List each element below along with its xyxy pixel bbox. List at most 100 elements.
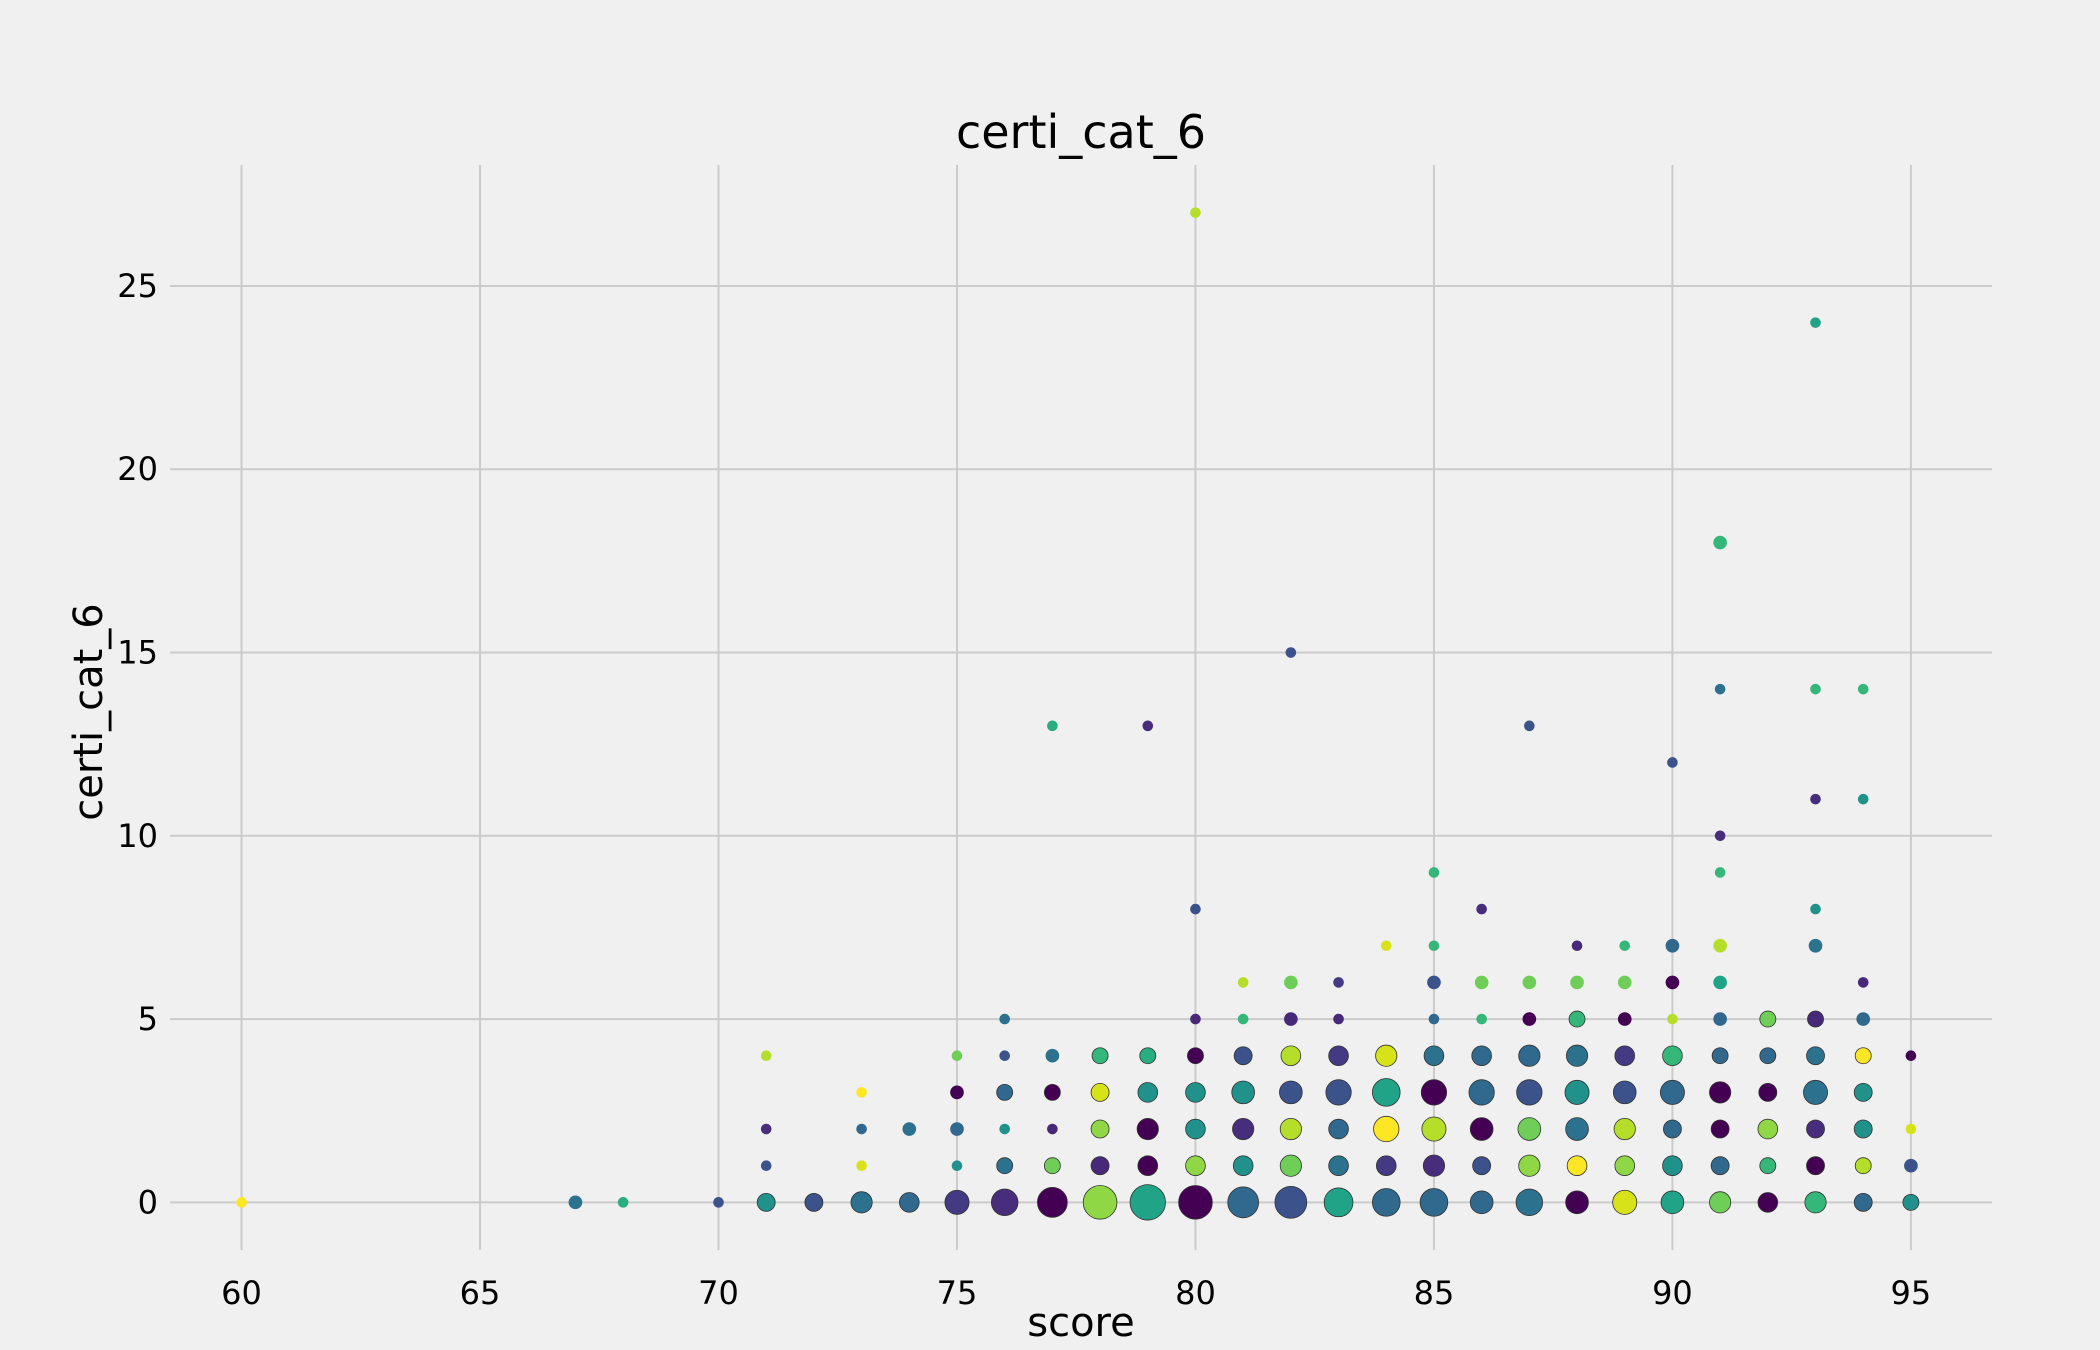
data-point <box>236 1197 247 1208</box>
data-point <box>950 1122 964 1136</box>
data-point <box>1857 793 1869 805</box>
data-point <box>1854 1047 1872 1065</box>
data-point <box>1280 1045 1302 1066</box>
data-point <box>1857 977 1869 988</box>
data-point <box>1810 903 1821 915</box>
data-point <box>1807 1010 1824 1028</box>
data-point <box>1659 1079 1685 1105</box>
data-point <box>1371 1078 1401 1107</box>
data-point <box>1803 1079 1828 1105</box>
y-tick-label: 0 <box>138 1183 158 1221</box>
data-point <box>856 1160 867 1171</box>
data-point <box>1713 938 1727 953</box>
data-point <box>1328 1155 1349 1176</box>
x-gridlines <box>240 165 1912 1250</box>
data-point <box>1469 1190 1494 1215</box>
data-point <box>1810 683 1821 695</box>
x-tick-label: 70 <box>698 1274 739 1312</box>
data-point <box>1613 1117 1636 1141</box>
data-point <box>1274 1186 1308 1219</box>
data-point <box>996 1157 1014 1175</box>
data-point <box>1614 1045 1636 1066</box>
data-point <box>1713 1012 1727 1026</box>
data-point <box>1190 207 1201 218</box>
data-point <box>1565 1190 1589 1215</box>
data-point <box>1474 975 1489 990</box>
data-point <box>1663 1119 1682 1139</box>
data-point <box>1564 1079 1590 1105</box>
data-point <box>1515 1188 1544 1217</box>
data-point <box>1423 1045 1445 1066</box>
data-point <box>1380 940 1392 952</box>
data-point <box>1710 1156 1730 1176</box>
data-point <box>899 1192 920 1213</box>
data-point <box>756 1192 776 1212</box>
data-point <box>951 1160 963 1171</box>
data-point <box>1565 1044 1589 1067</box>
data-point <box>999 1123 1010 1135</box>
data-point <box>1617 975 1632 990</box>
data-point <box>1619 940 1631 952</box>
data-point <box>1285 647 1297 658</box>
data-point <box>1524 720 1535 732</box>
data-point <box>1904 1158 1918 1173</box>
data-point <box>760 1050 772 1062</box>
data-points <box>236 207 1920 1221</box>
data-point <box>1759 1010 1777 1028</box>
x-tick-label: 85 <box>1414 1274 1455 1312</box>
data-point <box>1178 1185 1213 1220</box>
data-point <box>1279 1117 1302 1141</box>
data-point <box>1476 903 1487 915</box>
data-point <box>1853 1082 1873 1102</box>
data-point <box>1471 1045 1492 1066</box>
data-point <box>1709 1191 1732 1214</box>
data-point <box>1853 1119 1873 1139</box>
data-point <box>1427 975 1441 990</box>
data-point <box>944 1189 970 1215</box>
y-tick-label: 15 <box>117 634 158 672</box>
data-point <box>1091 1047 1109 1065</box>
y-tick-label: 10 <box>117 817 158 855</box>
data-point <box>1565 1117 1589 1141</box>
data-point <box>760 1123 772 1135</box>
data-point <box>1187 1047 1204 1065</box>
data-point <box>1469 1117 1494 1141</box>
data-point <box>1612 1080 1637 1105</box>
data-point <box>1570 975 1584 990</box>
data-point <box>1472 1156 1492 1176</box>
data-point <box>1856 1012 1871 1026</box>
data-point <box>1328 1045 1349 1066</box>
data-point <box>1371 1188 1401 1217</box>
y-tick-label: 25 <box>117 267 158 305</box>
data-point <box>1468 1079 1495 1106</box>
x-tick-label: 90 <box>1652 1274 1693 1312</box>
data-point <box>1323 1187 1354 1218</box>
data-point <box>999 1050 1010 1062</box>
data-point <box>1857 683 1869 695</box>
x-tick-label: 60 <box>221 1274 262 1312</box>
data-point <box>1808 938 1823 953</box>
data-point <box>1237 977 1249 988</box>
data-point <box>856 1123 867 1135</box>
data-point <box>1566 1155 1588 1176</box>
data-point <box>1082 1185 1118 1220</box>
y-tick-label: 5 <box>138 1000 158 1038</box>
data-point <box>1325 1079 1352 1106</box>
data-point <box>950 1085 964 1100</box>
data-point <box>1854 1157 1872 1175</box>
data-point <box>1905 1050 1917 1062</box>
data-point <box>1333 977 1344 988</box>
data-point <box>1373 1115 1400 1143</box>
data-point <box>1810 793 1821 805</box>
data-point <box>1279 1080 1303 1105</box>
data-point <box>1090 1156 1110 1176</box>
data-point <box>996 1083 1014 1101</box>
data-point <box>850 1191 873 1214</box>
data-point <box>1665 975 1680 990</box>
x-tick-label: 75 <box>937 1274 978 1312</box>
data-point <box>1476 1013 1487 1025</box>
data-point <box>902 1122 917 1136</box>
data-point <box>1660 1190 1685 1215</box>
